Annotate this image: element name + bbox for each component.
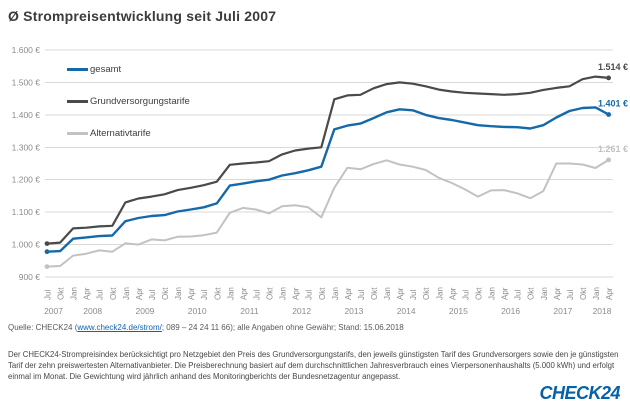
series-start-dot-Alternativtarife xyxy=(44,264,50,269)
x-axis-year-label: 2008 xyxy=(83,306,102,316)
x-axis-tick-label: Apr xyxy=(396,287,405,300)
x-axis-tick-label: Apr xyxy=(292,287,301,300)
y-axis-tick-label: 1.500 € xyxy=(12,77,41,87)
page-title: Ø Strompreisentwicklung seit Juli 2007 xyxy=(8,8,277,24)
x-axis-tick-label: Jan xyxy=(331,287,340,300)
legend-label: gesamt xyxy=(90,64,122,75)
x-axis-tick-label: Okt xyxy=(474,287,483,300)
x-axis-tick-label: Jul xyxy=(200,290,209,300)
legend-item-Grundversorgungstarife: Grundversorgungstarife xyxy=(67,96,190,107)
x-axis-tick-label: Jan xyxy=(383,287,392,300)
x-axis-year-label: 2011 xyxy=(240,306,259,316)
x-axis-tick-label: Okt xyxy=(579,287,588,300)
x-axis-tick-label: Jan xyxy=(488,287,497,300)
x-axis-tick-label: Jul xyxy=(409,290,418,300)
x-axis-tick-label: Apr xyxy=(605,287,614,300)
x-axis-year-label: 2009 xyxy=(135,306,154,316)
x-axis-tick-label: Okt xyxy=(57,287,66,300)
source-line: Quelle: CHECK24 (www.check24.de/strom/; … xyxy=(8,323,404,332)
y-axis-tick-label: 1.300 € xyxy=(12,142,41,152)
x-axis-year-label: 2017 xyxy=(553,306,572,316)
x-axis-tick-label: Apr xyxy=(501,287,510,300)
y-axis-tick-label: 1.200 € xyxy=(12,175,41,185)
chart-legend: gesamt Grundversorgungstarife Alternativta… xyxy=(67,64,190,160)
x-axis-tick-label: Apr xyxy=(344,287,353,300)
x-axis-tick-label: Jul xyxy=(96,290,105,300)
x-axis-tick-label: Okt xyxy=(527,287,536,300)
x-axis-tick-label: Jul xyxy=(252,290,261,300)
series-end-dot-gesamt xyxy=(606,112,611,117)
series-line-Grundversorgungstarife xyxy=(45,75,610,245)
x-axis-tick-label: Jul xyxy=(514,290,523,300)
x-axis-tick-label: Okt xyxy=(213,287,222,300)
x-axis-tick-label: Jan xyxy=(279,287,288,300)
legend-item-gesamt: gesamt xyxy=(67,64,190,75)
series-line-Alternativtarife xyxy=(46,158,610,268)
legend-swatch-icon xyxy=(67,100,88,103)
x-axis-tick-label: Okt xyxy=(318,287,327,300)
x-axis-tick-label: Apr xyxy=(239,287,248,300)
x-axis-tick-label: Okt xyxy=(266,287,275,300)
x-axis-tick-label: Okt xyxy=(422,287,431,300)
x-axis-tick-label: Jul xyxy=(461,290,470,300)
series-end-value-label-gesamt: 1.401 € xyxy=(598,99,628,109)
x-axis-year-label: 2018 xyxy=(593,306,612,316)
legend-swatch-icon xyxy=(67,132,88,135)
series-end-dot-Grundversorgungstarife xyxy=(606,75,611,81)
x-axis-tick-label: Okt xyxy=(370,287,379,300)
methodology-text: Der CHECK24-Strompreisindex berücksichti… xyxy=(8,350,619,382)
x-axis-year-label: 2016 xyxy=(501,306,520,316)
y-axis-tick-label: 1.600 € xyxy=(12,45,41,55)
series-end-value-label-Alternativtarife: 1.261 € xyxy=(598,144,628,154)
legend-label: Alternativtarife xyxy=(90,128,151,139)
x-axis-tick-label: Apr xyxy=(83,287,92,300)
source-link[interactable]: www.check24.de/strom/ xyxy=(77,323,162,332)
x-axis-tick-label: Jan xyxy=(70,287,79,300)
source-suffix: ; 089 – 24 24 11 66); alle Angaben ohne … xyxy=(161,323,404,332)
x-axis-year-label: 2007 xyxy=(44,306,63,316)
series-end-value-label-Grundversorgungstarife: 1.514 € xyxy=(598,62,628,72)
legend-item-Alternativtarife: Alternativtarife xyxy=(67,128,190,139)
x-axis-tick-label: Jan xyxy=(226,287,235,300)
x-axis-year-label: 2014 xyxy=(397,306,416,316)
x-axis-year-label: 2013 xyxy=(344,306,363,316)
x-axis-tick-label: Jul xyxy=(44,290,53,300)
series-line-gesamt xyxy=(45,106,610,253)
x-axis-year-label: 2015 xyxy=(449,306,468,316)
x-axis-tick-label: Jan xyxy=(540,287,549,300)
y-axis-tick-label: 900 € xyxy=(19,272,41,282)
y-axis-tick-label: 1.400 € xyxy=(12,110,41,120)
series-end-dot-Alternativtarife xyxy=(606,157,611,163)
x-axis-tick-label: Apr xyxy=(448,287,457,300)
x-axis-tick-label: Okt xyxy=(161,287,170,300)
x-axis-tick-label: Okt xyxy=(109,287,118,300)
x-axis-tick-label: Jul xyxy=(566,290,575,300)
source-prefix: Quelle: CHECK24 ( xyxy=(8,323,78,332)
x-axis-tick-label: Apr xyxy=(187,287,196,300)
series-start-dot-gesamt xyxy=(44,249,50,255)
check24-logo: CHECK24 xyxy=(539,383,620,403)
x-axis-tick-label: Apr xyxy=(135,287,144,300)
x-axis-tick-label: Jul xyxy=(357,290,366,300)
x-axis-tick-label: Jul xyxy=(148,290,157,300)
y-axis-tick-label: 1.100 € xyxy=(12,207,41,217)
x-axis-tick-label: Jan xyxy=(592,287,601,300)
x-axis-tick-label: Jan xyxy=(435,287,444,300)
series-start-dot-Grundversorgungstarife xyxy=(44,241,50,247)
price-chart: 900 € 1.000 € 1.100 € 1.200 € 1.300 € 1.400 €… xyxy=(12,45,628,316)
x-axis-year-label: 2010 xyxy=(188,306,207,316)
x-axis-year-label: 2012 xyxy=(292,306,311,316)
legend-label: Grundversorgungstarife xyxy=(90,96,190,107)
x-axis-tick-label: Jan xyxy=(122,287,131,300)
x-axis-tick-label: Jul xyxy=(305,290,314,300)
x-axis-tick-label: Jan xyxy=(174,287,183,300)
legend-swatch-icon xyxy=(67,68,88,71)
y-axis-tick-label: 1.000 € xyxy=(12,240,41,250)
x-axis-tick-label: Apr xyxy=(553,287,562,300)
